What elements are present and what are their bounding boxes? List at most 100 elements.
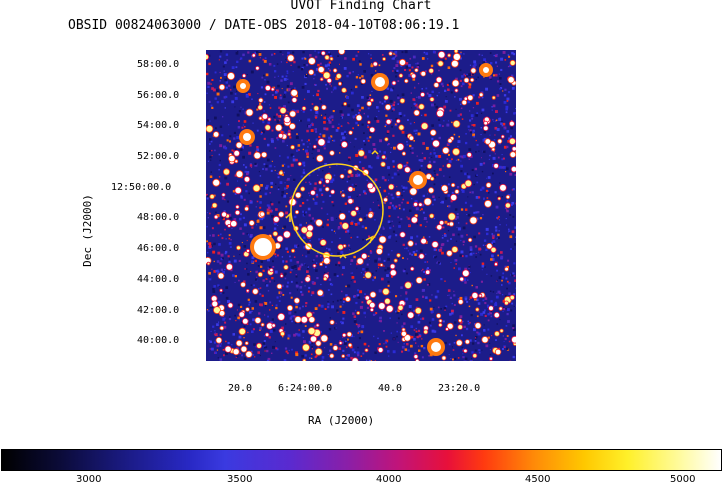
noise-pixel: [355, 323, 358, 326]
noise-pixel: [463, 325, 466, 329]
noise-pixel: [246, 233, 248, 235]
noise-pixel: [270, 186, 273, 189]
noise-pixel: [453, 133, 456, 136]
noise-pixel: [475, 78, 477, 81]
star: [252, 54, 256, 57]
noise-pixel: [508, 230, 511, 233]
noise-pixel: [277, 224, 279, 226]
bright-star: [243, 133, 251, 141]
noise-pixel: [397, 80, 400, 82]
noise-pixel: [279, 295, 281, 298]
noise-pixel: [356, 104, 360, 108]
star: [470, 78, 474, 82]
noise-pixel: [284, 91, 287, 94]
noise-pixel: [428, 94, 432, 98]
star: [323, 72, 330, 79]
noise-pixel: [306, 73, 307, 75]
noise-pixel: [453, 290, 455, 292]
noise-pixel: [324, 347, 326, 349]
star: [438, 61, 443, 66]
noise-pixel: [469, 248, 473, 251]
noise-pixel: [354, 295, 356, 297]
noise-pixel: [236, 309, 238, 311]
noise-pixel: [488, 76, 492, 79]
noise-pixel: [335, 322, 337, 324]
noise-pixel: [500, 87, 503, 90]
star: [458, 325, 463, 330]
noise-pixel: [215, 351, 217, 354]
noise-pixel: [287, 334, 291, 338]
noise-pixel: [317, 347, 319, 349]
star: [339, 50, 345, 54]
noise-pixel: [354, 319, 356, 321]
noise-pixel: [233, 150, 235, 153]
noise-pixel: [263, 59, 267, 63]
noise-pixel: [291, 320, 293, 323]
noise-pixel: [352, 115, 355, 118]
noise-pixel: [378, 257, 381, 261]
noise-pixel: [387, 257, 390, 261]
noise-pixel: [460, 234, 464, 238]
noise-pixel: [382, 226, 384, 228]
noise-pixel: [281, 75, 284, 78]
star: [500, 184, 506, 191]
noise-pixel: [242, 108, 244, 110]
noise-pixel: [374, 117, 377, 121]
noise-pixel: [408, 64, 411, 67]
noise-pixel: [343, 130, 347, 133]
noise-pixel: [475, 338, 477, 341]
noise-pixel: [327, 140, 330, 143]
noise-pixel: [491, 106, 493, 108]
star: [476, 308, 479, 311]
noise-pixel: [283, 194, 287, 198]
star: [235, 160, 238, 163]
noise-pixel: [414, 242, 417, 245]
star: [467, 152, 472, 157]
noise-pixel: [243, 245, 247, 248]
star: [226, 264, 233, 270]
noise-pixel: [476, 217, 479, 220]
noise-pixel: [471, 284, 473, 287]
star: [461, 184, 466, 189]
noise-pixel: [494, 191, 497, 194]
noise-pixel: [401, 51, 404, 54]
noise-pixel: [385, 114, 388, 117]
noise-pixel: [217, 234, 220, 237]
noise-pixel: [444, 233, 446, 235]
noise-pixel: [414, 200, 418, 204]
noise-pixel: [483, 162, 486, 165]
noise-pixel: [332, 89, 334, 91]
noise-pixel: [278, 106, 281, 109]
noise-pixel: [440, 308, 442, 310]
noise-pixel: [482, 299, 485, 302]
star: [492, 148, 495, 151]
star: [494, 163, 499, 168]
noise-pixel: [303, 213, 306, 216]
noise-pixel: [250, 307, 252, 310]
noise-pixel: [467, 175, 471, 179]
noise-pixel: [462, 353, 464, 355]
noise-pixel: [368, 165, 371, 168]
noise-pixel: [397, 103, 399, 105]
star: [464, 78, 469, 83]
noise-pixel: [363, 217, 366, 220]
noise-pixel: [428, 269, 431, 272]
noise-pixel: [493, 306, 495, 308]
star: [378, 347, 383, 353]
noise-pixel: [363, 342, 367, 346]
noise-pixel: [274, 222, 277, 226]
noise-pixel: [328, 52, 331, 56]
noise-pixel: [467, 213, 471, 217]
noise-pixel: [268, 336, 271, 339]
noise-pixel: [355, 301, 358, 305]
noise-pixel: [347, 104, 351, 108]
noise-pixel: [209, 156, 212, 159]
noise-pixel: [224, 78, 227, 82]
star: [453, 148, 460, 155]
noise-pixel: [443, 307, 447, 310]
noise-pixel: [344, 133, 347, 136]
star: [313, 264, 316, 267]
noise-pixel: [293, 178, 296, 182]
noise-pixel: [236, 136, 240, 139]
noise-pixel: [305, 181, 307, 183]
